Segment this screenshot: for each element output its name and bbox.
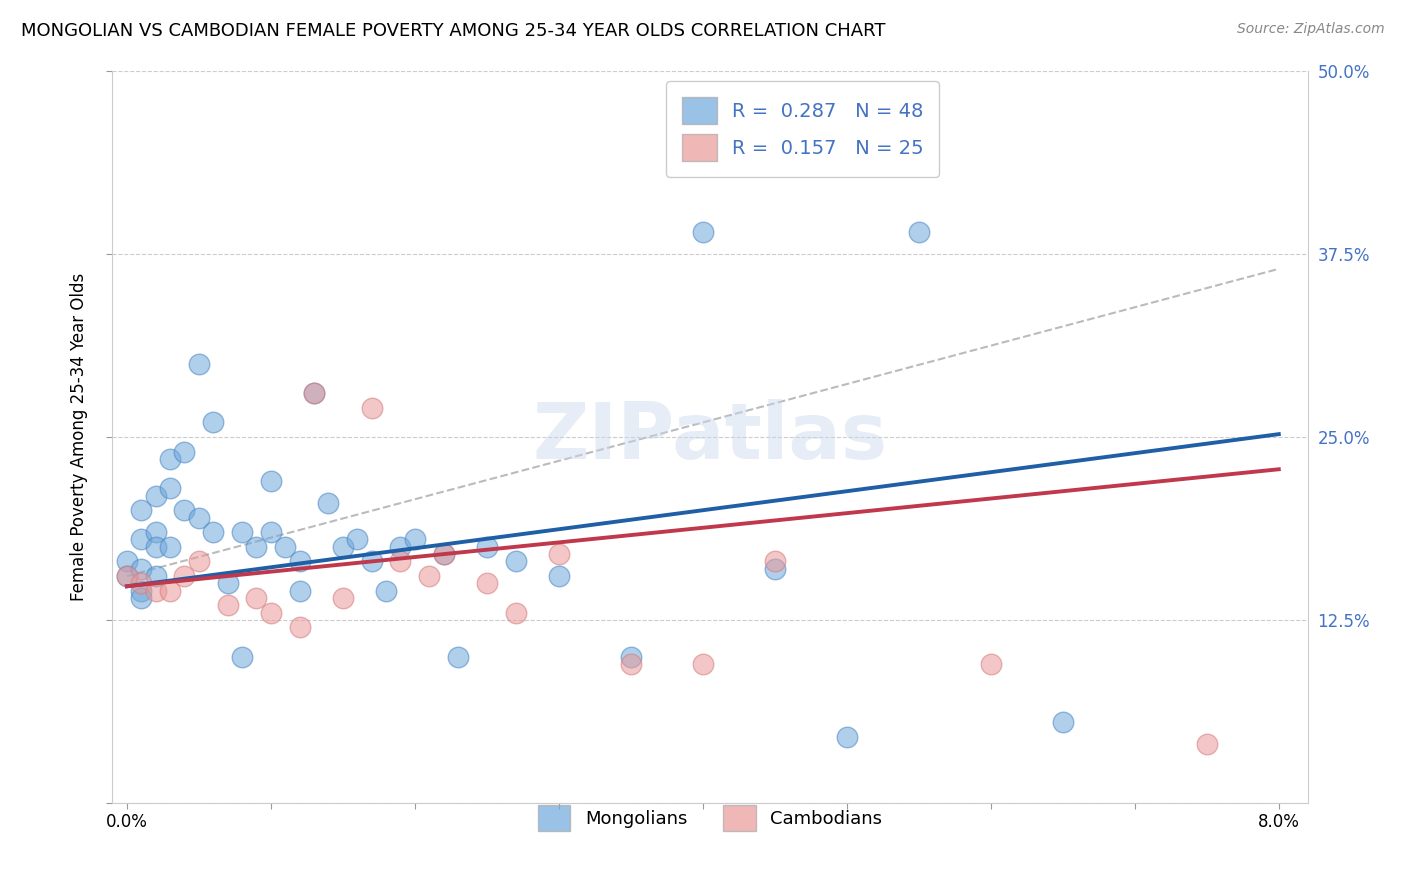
Point bbox=[1052, 715, 1074, 730]
Point bbox=[129, 562, 152, 576]
Point bbox=[231, 649, 253, 664]
Point bbox=[202, 416, 225, 430]
Point bbox=[332, 540, 354, 554]
Point bbox=[159, 481, 181, 495]
Point bbox=[159, 452, 181, 467]
Point bbox=[692, 657, 714, 671]
Text: Source: ZipAtlas.com: Source: ZipAtlas.com bbox=[1237, 22, 1385, 37]
Point bbox=[145, 525, 167, 540]
Point bbox=[274, 540, 297, 554]
Point bbox=[375, 583, 398, 598]
Text: ZIPatlas: ZIPatlas bbox=[533, 399, 887, 475]
Point bbox=[217, 599, 239, 613]
Point bbox=[433, 547, 456, 561]
Point bbox=[332, 591, 354, 605]
Point bbox=[145, 583, 167, 598]
Point bbox=[173, 503, 195, 517]
Point bbox=[129, 503, 152, 517]
Point bbox=[115, 569, 138, 583]
Point bbox=[475, 576, 498, 591]
Point bbox=[980, 657, 1002, 671]
Point bbox=[145, 540, 167, 554]
Point bbox=[129, 576, 152, 591]
Point bbox=[302, 386, 325, 401]
Point bbox=[547, 569, 569, 583]
Point bbox=[115, 554, 138, 568]
Point bbox=[404, 533, 426, 547]
Point bbox=[447, 649, 470, 664]
Point bbox=[389, 554, 412, 568]
Point bbox=[159, 583, 181, 598]
Point bbox=[260, 525, 283, 540]
Point bbox=[173, 444, 195, 458]
Point bbox=[807, 152, 830, 166]
Point bbox=[835, 730, 858, 744]
Point bbox=[187, 554, 209, 568]
Point bbox=[418, 569, 440, 583]
Point bbox=[302, 386, 325, 401]
Point bbox=[433, 547, 456, 561]
Point bbox=[145, 489, 167, 503]
Point bbox=[907, 225, 929, 239]
Point bbox=[763, 562, 786, 576]
Point bbox=[288, 554, 311, 568]
Point bbox=[245, 591, 267, 605]
Text: MONGOLIAN VS CAMBODIAN FEMALE POVERTY AMONG 25-34 YEAR OLDS CORRELATION CHART: MONGOLIAN VS CAMBODIAN FEMALE POVERTY AM… bbox=[21, 22, 886, 40]
Point bbox=[129, 591, 152, 605]
Point bbox=[187, 357, 209, 371]
Point bbox=[763, 554, 786, 568]
Point bbox=[217, 576, 239, 591]
Point bbox=[260, 606, 283, 620]
Point bbox=[505, 554, 527, 568]
Point bbox=[318, 496, 340, 510]
Point bbox=[288, 620, 311, 634]
Point bbox=[145, 569, 167, 583]
Point bbox=[505, 606, 527, 620]
Point bbox=[620, 657, 643, 671]
Point bbox=[620, 649, 643, 664]
Point bbox=[360, 401, 382, 415]
Point bbox=[245, 540, 267, 554]
Point bbox=[288, 583, 311, 598]
Point bbox=[475, 540, 498, 554]
Point bbox=[187, 510, 209, 524]
Point bbox=[260, 474, 283, 488]
Point bbox=[547, 547, 569, 561]
Point bbox=[346, 533, 368, 547]
Point bbox=[129, 533, 152, 547]
Point bbox=[115, 569, 138, 583]
Y-axis label: Female Poverty Among 25-34 Year Olds: Female Poverty Among 25-34 Year Olds bbox=[70, 273, 89, 601]
Legend: Mongolians, Cambodians: Mongolians, Cambodians bbox=[523, 790, 897, 845]
Point bbox=[202, 525, 225, 540]
Point bbox=[129, 583, 152, 598]
Point bbox=[692, 225, 714, 239]
Point bbox=[1195, 737, 1218, 751]
Point bbox=[231, 525, 253, 540]
Point bbox=[173, 569, 195, 583]
Point bbox=[389, 540, 412, 554]
Point bbox=[159, 540, 181, 554]
Point bbox=[360, 554, 382, 568]
